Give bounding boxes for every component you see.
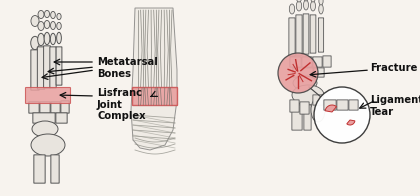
Ellipse shape (31, 36, 39, 50)
Ellipse shape (310, 1, 315, 11)
Ellipse shape (31, 134, 65, 156)
Ellipse shape (311, 98, 325, 122)
FancyBboxPatch shape (310, 15, 316, 53)
Circle shape (278, 53, 318, 93)
Circle shape (314, 87, 370, 143)
Ellipse shape (304, 0, 308, 1)
Ellipse shape (57, 22, 61, 30)
FancyBboxPatch shape (40, 102, 50, 113)
Ellipse shape (297, 0, 302, 2)
Ellipse shape (57, 13, 61, 20)
Ellipse shape (293, 76, 317, 90)
Ellipse shape (289, 4, 295, 14)
Ellipse shape (311, 0, 315, 2)
FancyBboxPatch shape (304, 105, 311, 130)
FancyBboxPatch shape (61, 101, 69, 113)
Ellipse shape (44, 20, 50, 29)
FancyBboxPatch shape (26, 87, 71, 103)
FancyBboxPatch shape (292, 105, 302, 130)
FancyBboxPatch shape (51, 102, 60, 113)
FancyBboxPatch shape (293, 68, 313, 77)
FancyBboxPatch shape (290, 57, 301, 67)
FancyBboxPatch shape (302, 57, 312, 67)
FancyBboxPatch shape (318, 18, 324, 52)
Ellipse shape (44, 32, 50, 45)
FancyBboxPatch shape (324, 100, 336, 110)
Ellipse shape (38, 33, 45, 46)
FancyBboxPatch shape (33, 113, 55, 123)
Wedge shape (347, 120, 355, 125)
Ellipse shape (31, 15, 39, 26)
Ellipse shape (50, 33, 55, 45)
FancyBboxPatch shape (37, 47, 45, 89)
FancyBboxPatch shape (50, 47, 56, 88)
FancyBboxPatch shape (314, 68, 324, 77)
Ellipse shape (57, 32, 61, 44)
FancyBboxPatch shape (290, 100, 299, 112)
FancyBboxPatch shape (300, 102, 309, 114)
Wedge shape (325, 105, 336, 112)
Text: Ligament
Tear: Ligament Tear (370, 95, 420, 117)
Ellipse shape (319, 0, 323, 5)
Ellipse shape (45, 10, 50, 18)
Text: Lisfranc
Joint
Complex: Lisfranc Joint Complex (97, 88, 146, 121)
Ellipse shape (50, 21, 55, 30)
FancyBboxPatch shape (296, 15, 302, 55)
FancyBboxPatch shape (303, 14, 309, 54)
Ellipse shape (304, 0, 308, 10)
FancyBboxPatch shape (337, 100, 348, 110)
FancyBboxPatch shape (31, 50, 39, 90)
FancyBboxPatch shape (289, 18, 295, 56)
FancyBboxPatch shape (56, 47, 62, 85)
FancyBboxPatch shape (51, 155, 59, 183)
Ellipse shape (292, 85, 324, 105)
Ellipse shape (32, 121, 58, 137)
Ellipse shape (319, 4, 323, 14)
FancyBboxPatch shape (56, 113, 67, 123)
Text: Metatarsal
Bones: Metatarsal Bones (97, 57, 158, 79)
Polygon shape (131, 8, 177, 150)
Text: Fracture: Fracture (370, 63, 417, 73)
Ellipse shape (38, 10, 44, 19)
FancyBboxPatch shape (44, 46, 50, 88)
Ellipse shape (51, 11, 55, 19)
Ellipse shape (296, 1, 302, 11)
FancyBboxPatch shape (349, 100, 358, 110)
FancyBboxPatch shape (313, 95, 323, 105)
FancyBboxPatch shape (313, 57, 322, 67)
FancyBboxPatch shape (132, 87, 178, 105)
FancyBboxPatch shape (34, 155, 45, 183)
FancyBboxPatch shape (323, 56, 331, 67)
FancyBboxPatch shape (29, 102, 39, 113)
Ellipse shape (38, 22, 44, 31)
